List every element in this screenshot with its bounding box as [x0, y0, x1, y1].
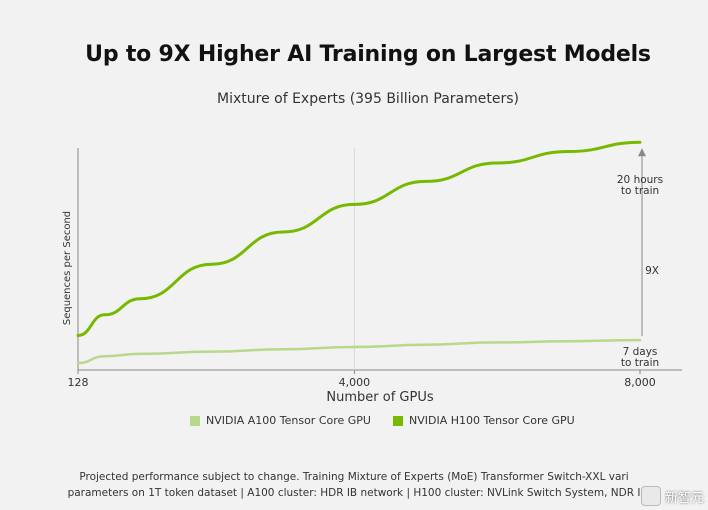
legend-label-a100: NVIDIA A100 Tensor Core GPU	[206, 414, 371, 427]
speedup-arrow-head	[638, 148, 646, 157]
chart-title: Up to 9X Higher AI Training on Largest M…	[85, 42, 651, 67]
x-axis-label: Number of GPUs	[326, 390, 433, 405]
annotation-bottom-line1: 7 days	[623, 346, 658, 358]
x-tick-label: 8,000	[624, 376, 656, 389]
a100-series-line	[76, 338, 642, 365]
h100-series-line	[76, 140, 642, 337]
annotation-ratio: 9X	[645, 265, 659, 277]
legend-label-h100: NVIDIA H100 Tensor Core GPU	[408, 414, 575, 427]
footnote: Projected performance subject to change.…	[0, 469, 708, 501]
y-axis-label: Sequences per Second	[62, 211, 73, 325]
footnote-line-2: parameters on 1T token dataset | A100 cl…	[67, 487, 641, 499]
chart-subtitle: Mixture of Experts (395 Billion Paramete…	[217, 91, 519, 107]
annotation-bottom-line2: to train	[621, 357, 659, 369]
watermark: 新智元	[640, 486, 704, 506]
annotation-top-line2: to train	[621, 185, 659, 197]
legend-swatch-h100	[392, 415, 403, 426]
legend-swatch-a100	[190, 415, 200, 426]
footnote-line-1: Projected performance subject to change.…	[79, 471, 629, 483]
legend-item-h100: NVIDIA H100 Tensor Core GPU	[392, 414, 575, 427]
x-tick-label: 128	[68, 376, 89, 389]
watermark-logo-icon	[640, 486, 661, 506]
legend: NVIDIA A100 Tensor Core GPU NVIDIA H100 …	[190, 414, 597, 427]
annotation-top-line1: 20 hours	[617, 174, 663, 186]
watermark-text: 新智元	[664, 490, 704, 506]
x-tick-label: 4,000	[339, 376, 371, 389]
legend-item-a100: NVIDIA A100 Tensor Core GPU	[190, 414, 371, 427]
